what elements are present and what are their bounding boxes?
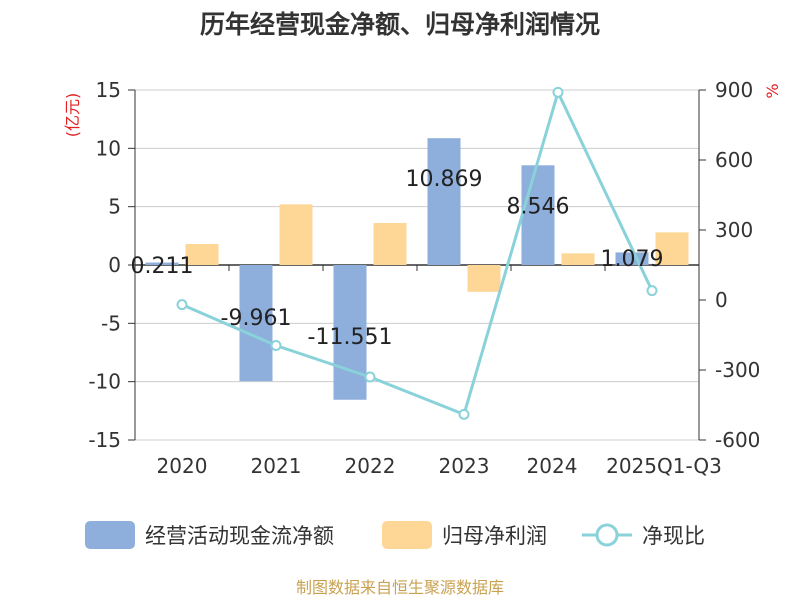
cashflow-data-label: -11.551 xyxy=(308,325,393,350)
ratio-point xyxy=(364,371,376,383)
y-right-tick-label: -600 xyxy=(715,428,760,452)
y-right-tick-label: 0 xyxy=(715,288,728,312)
ratio-line-path xyxy=(181,88,654,417)
cashflow-bar xyxy=(239,265,273,382)
bars xyxy=(145,138,689,400)
legend: 经营活动现金流净额 归母净利润 净现比 xyxy=(85,521,705,549)
y-right-tick-label: 300 xyxy=(715,218,753,242)
tick-labels: 15 10 5 0 -5 -10 -15 900 600 300 0 -300 -600 2020 2021… xyxy=(88,78,760,478)
cashflow-data-label: 10.869 xyxy=(406,167,483,192)
y-right-tick-label: 900 xyxy=(715,78,753,102)
ratio-point xyxy=(458,408,470,420)
legend-label-ratio: 净现比 xyxy=(642,524,705,548)
ratio-line xyxy=(176,86,658,420)
ratio-point xyxy=(270,340,282,351)
y-left-tick-label: 5 xyxy=(108,195,121,219)
legend-swatch-cashflow xyxy=(85,521,135,549)
legend-swatch-ratio-marker xyxy=(595,523,619,547)
x-tick-label: 2021 xyxy=(251,454,302,478)
y-left-tick-label: 15 xyxy=(96,78,121,102)
axes xyxy=(128,89,706,441)
cashflow-bar xyxy=(615,252,649,265)
x-tick-label: 2023 xyxy=(439,454,490,478)
legend-label-cashflow: 经营活动现金流净额 xyxy=(145,524,334,548)
legend-label-profit: 归母净利润 xyxy=(442,524,547,548)
profit-bar xyxy=(655,232,689,265)
y-left-tick-label: -5 xyxy=(101,311,121,335)
profit-bar xyxy=(279,204,313,265)
y-left-tick-label: 10 xyxy=(96,136,121,160)
cashflow-bar xyxy=(145,262,179,265)
y-right-tick-label: -300 xyxy=(715,358,760,382)
legend-swatch-profit xyxy=(382,521,432,549)
y-right-axis-label: % xyxy=(763,83,782,98)
data-labels: 0.211 -9.961 -11.551 10.869 8.546 1.079 xyxy=(131,167,664,350)
y-right-tick-label: 600 xyxy=(715,148,753,172)
cashflow-bar xyxy=(521,165,555,265)
cashflow-data-label: 8.546 xyxy=(507,194,570,219)
cashflow-data-label: 0.211 xyxy=(131,254,194,279)
profit-bar xyxy=(467,265,501,292)
y-left-tick-label: -15 xyxy=(88,428,121,452)
cashflow-bar xyxy=(333,265,367,400)
chart-title: 历年经营现金净额、归母净利润情况 xyxy=(200,10,600,39)
profit-bar xyxy=(185,244,219,265)
cashflow-data-label: -9.961 xyxy=(221,306,292,331)
x-tick-label: 2024 xyxy=(527,454,578,478)
y-left-tick-label: 0 xyxy=(108,253,121,277)
cashflow-data-label: 1.079 xyxy=(601,247,664,272)
cashflow-bar xyxy=(427,138,461,265)
source-note: 制图数据来自恒生聚源数据库 xyxy=(296,578,504,597)
ratio-point xyxy=(552,86,564,98)
ratio-point xyxy=(646,285,658,297)
x-tick-label: 2020 xyxy=(157,454,208,478)
profit-bar xyxy=(373,223,407,265)
y-left-tick-label: -10 xyxy=(88,370,121,394)
ratio-point xyxy=(176,299,188,311)
y-left-axis-label: (亿元) xyxy=(63,93,82,138)
x-tick-label: 2025Q1-Q3 xyxy=(606,454,722,478)
x-tick-label: 2022 xyxy=(345,454,396,478)
profit-bar xyxy=(561,253,595,265)
